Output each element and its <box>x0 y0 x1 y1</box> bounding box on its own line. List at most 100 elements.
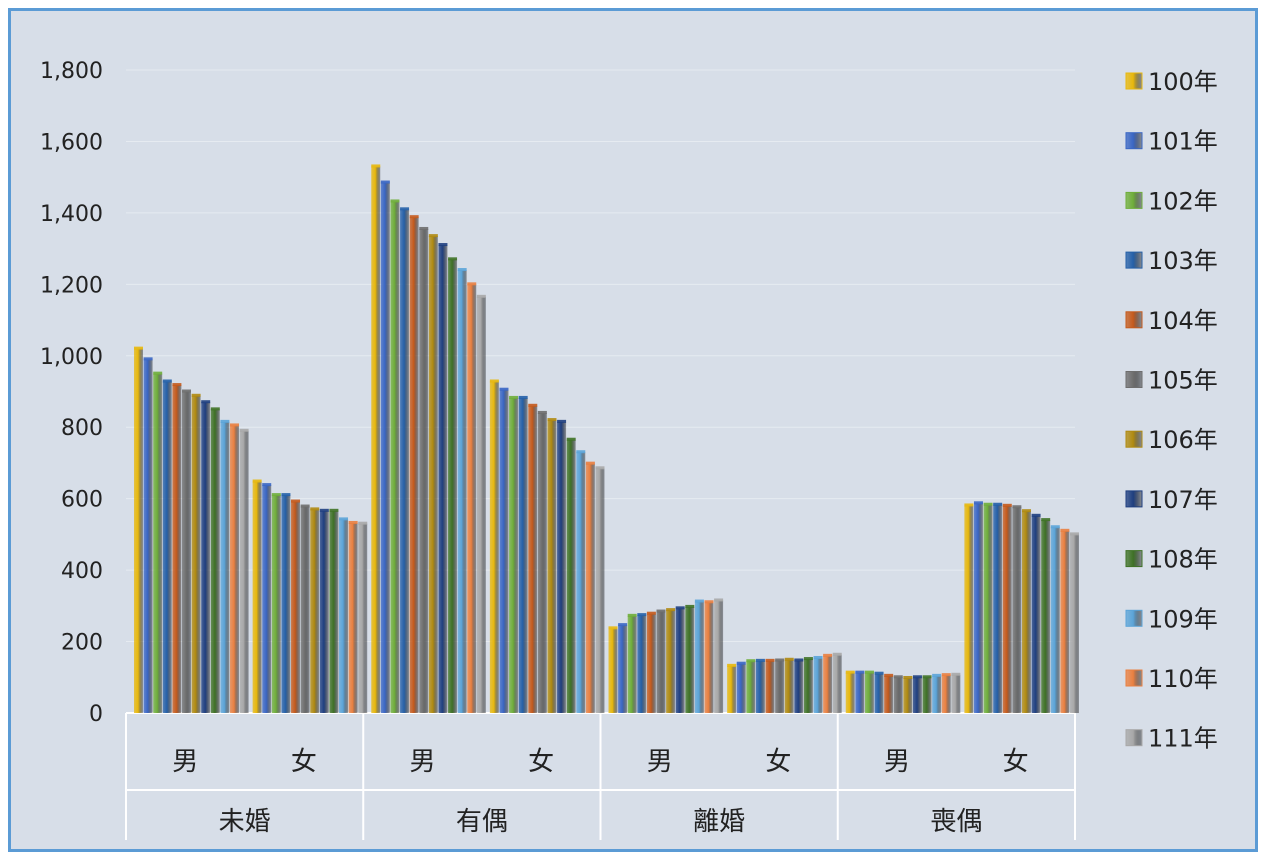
bar-cap <box>281 493 291 497</box>
bar-100年-喪偶 男 <box>845 672 855 713</box>
y-tick-label: 1,800 <box>40 59 103 84</box>
bar-101年-未婚 女 <box>262 485 272 713</box>
bar-cap <box>489 379 499 383</box>
bar-cap <box>230 423 239 427</box>
bar-cap <box>727 663 737 667</box>
bar-105年-有偶 男 <box>419 228 429 714</box>
bar-cap <box>547 418 557 422</box>
bar-111年-喪偶 女 <box>1069 534 1079 713</box>
bar-cap <box>714 598 724 602</box>
bar-cap <box>951 672 961 676</box>
bar-105年-喪偶 男 <box>893 677 903 713</box>
legend-label: 104年 <box>1148 307 1218 335</box>
bar-cap <box>419 226 429 230</box>
bar-110年-喪偶 女 <box>1060 530 1070 713</box>
bar-101年-離婚 女 <box>736 663 746 713</box>
bar-cap <box>618 623 628 627</box>
bar-cap <box>736 661 746 665</box>
bar-102年-喪偶 女 <box>983 504 993 713</box>
bar-cap <box>775 658 785 662</box>
bar-105年-未婚 男 <box>182 391 191 713</box>
bar-103年-離婚 男 <box>637 615 647 713</box>
bar-cap <box>922 675 932 679</box>
bar-104年-離婚 男 <box>646 613 656 713</box>
bar-110年-喪偶 男 <box>941 675 951 713</box>
bar-102年-離婚 男 <box>627 615 637 713</box>
bar-106年-有偶 女 <box>547 420 557 713</box>
bar-104年-喪偶 男 <box>884 675 894 713</box>
legend-label: 101年 <box>1148 128 1218 156</box>
bar-cap <box>627 613 637 617</box>
legend-swatch <box>1125 371 1143 388</box>
bar-106年-喪偶 女 <box>1021 511 1031 713</box>
bar-106年-喪偶 男 <box>903 677 913 713</box>
bar-cap <box>509 395 519 399</box>
bar-cap <box>271 493 281 497</box>
bar-104年-喪偶 女 <box>1002 505 1012 713</box>
bar-107年-離婚 男 <box>675 608 685 713</box>
bar-cap <box>1069 532 1079 536</box>
bar-cap <box>1060 528 1070 532</box>
bar-107年-有偶 女 <box>557 421 567 713</box>
bar-cap <box>153 371 163 375</box>
bar-cap <box>537 410 547 414</box>
bar-cap <box>438 243 448 247</box>
bar-cap <box>390 199 400 203</box>
x-group-label: 未婚 <box>219 807 271 837</box>
bar-100年-有偶 女 <box>489 381 499 713</box>
bar-cap <box>983 502 993 506</box>
bar-106年-未婚 男 <box>191 395 201 713</box>
legend-label: 109年 <box>1148 605 1218 633</box>
bar-cap <box>239 428 249 432</box>
bar-109年-未婚 男 <box>220 421 230 713</box>
bars <box>134 164 1079 714</box>
bar-103年-喪偶 女 <box>993 504 1003 713</box>
bar-107年-離婚 女 <box>794 660 804 713</box>
bar-111年-未婚 男 <box>239 430 249 713</box>
bar-cap <box>172 383 182 387</box>
legend-swatch <box>1125 430 1143 448</box>
bar-cap <box>845 670 855 674</box>
bar-100年-有偶 男 <box>371 166 381 713</box>
bar-111年-喪偶 男 <box>951 674 961 713</box>
bar-109年-喪偶 男 <box>932 675 942 713</box>
bar-105年-喪偶 女 <box>1012 507 1022 713</box>
legend-swatch <box>1125 729 1143 747</box>
bar-cap <box>893 675 903 679</box>
legend-label: 106年 <box>1148 426 1218 454</box>
bar-cap <box>448 257 458 261</box>
bar-108年-喪偶 男 <box>922 677 932 713</box>
bar-cap <box>566 437 576 441</box>
y-tick-label: 0 <box>89 702 103 727</box>
bar-102年-有偶 女 <box>509 397 519 713</box>
bar-cap <box>358 521 368 525</box>
bar-cap <box>595 466 605 470</box>
bar-108年-離婚 女 <box>803 659 813 713</box>
legend-label: 103年 <box>1148 247 1218 275</box>
y-tick-label: 1,200 <box>40 273 103 298</box>
legend-swatch <box>1125 72 1143 90</box>
bar-105年-離婚 男 <box>656 611 666 713</box>
x-subcategory-label: 男 <box>647 747 673 777</box>
legend-swatch <box>1125 132 1143 150</box>
bar-110年-有偶 男 <box>467 284 477 713</box>
bar-101年-離婚 男 <box>618 625 628 713</box>
bar-103年-喪偶 男 <box>874 673 884 713</box>
bar-cap <box>912 675 922 679</box>
x-group-label: 離婚 <box>693 807 745 837</box>
bar-cap <box>1012 505 1022 509</box>
bar-cap <box>576 450 586 454</box>
bar-108年-未婚 男 <box>210 409 220 713</box>
bar-cap <box>932 673 942 677</box>
x-subcategory-label: 女 <box>291 747 317 777</box>
bar-103年-離婚 女 <box>755 660 765 713</box>
bar-110年-未婚 女 <box>348 522 358 713</box>
y-tick-label: 400 <box>61 559 103 584</box>
chart-svg: 0 200 400 600 800 1,000 1,200 1,400 1,600 1,800 男… <box>40 59 1218 840</box>
bar-cap <box>528 403 538 407</box>
bar-cap <box>765 658 775 662</box>
bar-cap <box>310 507 320 511</box>
bar-cap <box>823 653 833 657</box>
bar-107年-未婚 女 <box>319 510 329 713</box>
bar-100年-未婚 男 <box>134 348 143 713</box>
